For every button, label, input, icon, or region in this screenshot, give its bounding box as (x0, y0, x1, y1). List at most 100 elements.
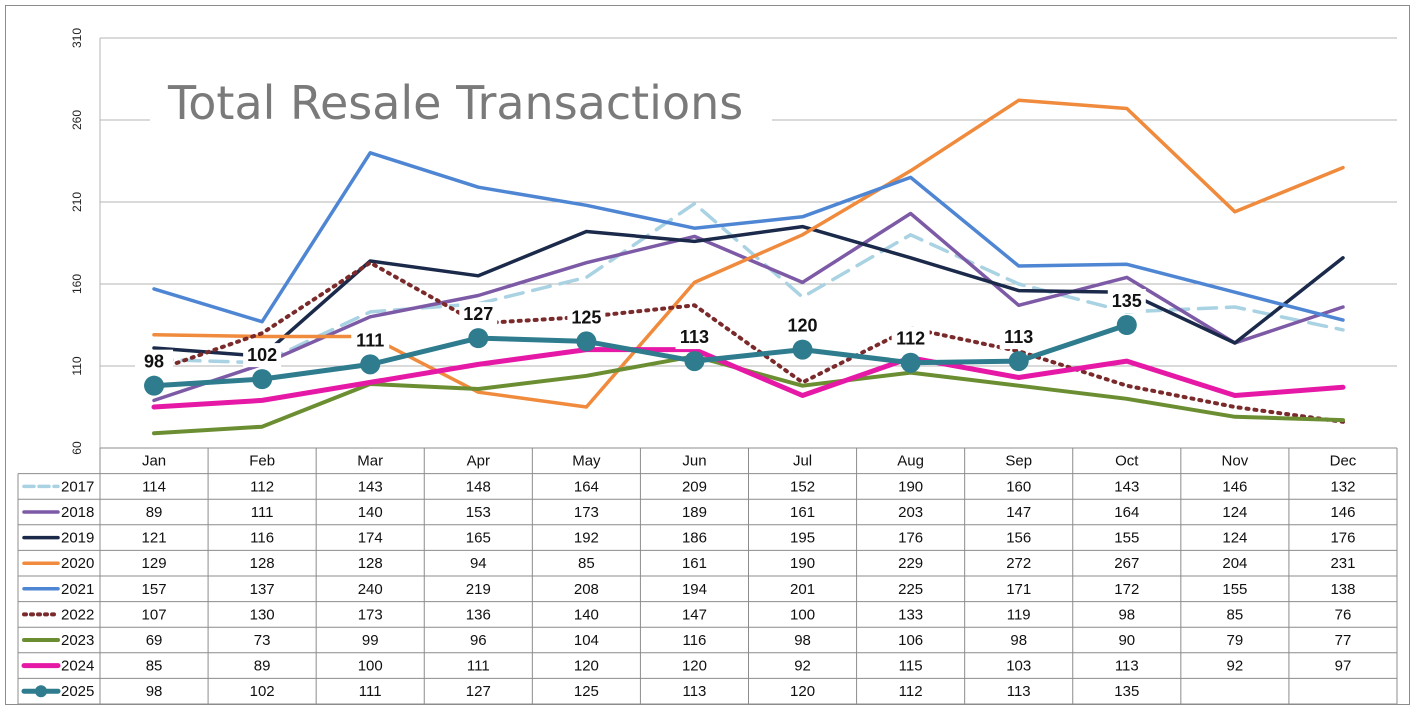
table-cell: 85 (578, 555, 595, 572)
table-cell: 99 (362, 632, 379, 649)
table-cell: 124 (1222, 530, 1247, 547)
y-tick-label: 260 (70, 110, 84, 130)
table-cell: 130 (250, 606, 275, 623)
table-cell: 114 (142, 478, 166, 495)
table-cell: 124 (1222, 504, 1247, 521)
y-tick-label: 310 (70, 28, 84, 48)
table-cell: 140 (358, 504, 383, 521)
table-cell: 219 (466, 581, 491, 598)
table-cell: 155 (1114, 530, 1139, 547)
table-cell: 69 (146, 632, 163, 649)
y-tick-label: 110 (70, 356, 84, 375)
table-cell: 272 (1006, 555, 1031, 572)
table-cell: 111 (467, 658, 490, 675)
table-cell: 113 (682, 683, 706, 700)
legend-label-2019: 2019 (61, 530, 94, 547)
series-line-2024 (151, 347, 1346, 410)
chart-title-group: Total Resale Transactions (150, 72, 772, 132)
table-cell: 140 (574, 606, 599, 623)
table-cell: 190 (790, 555, 815, 572)
table-cell: 115 (899, 658, 923, 675)
table-cell: 111 (359, 683, 382, 700)
data-label-bg (135, 349, 174, 374)
table-cell: 240 (358, 581, 383, 598)
table-cell: 147 (1006, 504, 1031, 521)
table-cell: 231 (1330, 555, 1355, 572)
data-labels: 98 102 111 127 125 113 120 112 113 135 (135, 289, 1146, 374)
series-line-2020 (152, 98, 1345, 409)
data-label-2025: 102 (247, 345, 277, 365)
table-cell: 85 (146, 658, 163, 675)
legend-label-2023: 2023 (61, 632, 94, 649)
y-axis-ticks: 60 110 160 210 260 310 (70, 28, 84, 455)
chart-title: Total Resale Transactions (167, 76, 743, 130)
legend-label-2020: 2020 (61, 555, 94, 572)
series-line-2017 (152, 201, 1345, 365)
data-label-bg (891, 326, 930, 351)
table-cell: 171 (1006, 581, 1031, 598)
table-cell: 192 (574, 530, 599, 547)
table-cell: 267 (1114, 555, 1139, 572)
table-cell: 111 (251, 504, 274, 521)
legend-label-2024: 2024 (61, 658, 94, 675)
category-label: Jun (682, 452, 706, 469)
table-cell: 120 (682, 658, 707, 675)
table-cell: 98 (794, 632, 811, 649)
table-cell: 156 (1006, 530, 1031, 547)
table-cell: 201 (790, 581, 815, 598)
table-cell: 164 (574, 478, 599, 495)
title-background (150, 72, 772, 132)
series-line-2025 (151, 322, 1130, 389)
table-cell: 120 (574, 658, 599, 675)
legend-label-2017: 2017 (61, 478, 94, 495)
table-cell: 176 (898, 530, 923, 547)
table-cell: 77 (1335, 632, 1352, 649)
table-cell: 148 (466, 478, 491, 495)
table-cell: 143 (1114, 478, 1139, 495)
category-label: Apr (467, 452, 490, 469)
table-cell: 208 (574, 581, 599, 598)
data-label-2025: 135 (1112, 291, 1142, 311)
table-cell: 92 (794, 658, 811, 675)
table-cell: 116 (250, 530, 274, 547)
y-tick-label: 210 (70, 192, 84, 212)
table-cell: 157 (142, 581, 167, 598)
table-cell: 173 (358, 606, 383, 623)
point-marker-2025 (900, 352, 921, 373)
table-cell: 147 (682, 606, 707, 623)
table-cell: 120 (790, 683, 815, 700)
table-cell: 146 (1330, 504, 1355, 521)
table-cell: 164 (1114, 504, 1139, 521)
data-table: Jan Feb Mar Apr May Jun Jul Aug Sep Oct Nov Dec2017… (17, 447, 1398, 705)
table-cell: 146 (1222, 478, 1247, 495)
table-cell: 127 (466, 683, 491, 700)
table-cell: 136 (466, 606, 491, 623)
data-label-bg (999, 325, 1038, 350)
y-tick-label: 160 (70, 274, 84, 294)
point-marker-2025 (360, 354, 381, 375)
category-label: Feb (249, 452, 275, 469)
data-label-bg (783, 313, 822, 338)
table-cell: 98 (146, 683, 163, 700)
category-label: May (572, 452, 601, 469)
data-label-2025: 111 (356, 330, 384, 350)
table-cell: 204 (1222, 555, 1247, 572)
category-label: Jul (793, 452, 812, 469)
table-cell: 161 (682, 555, 707, 572)
point-marker-2025 (144, 375, 165, 396)
table-cell: 161 (790, 504, 815, 521)
point-marker-2025 (684, 351, 705, 372)
table-cell: 102 (250, 683, 275, 700)
table-cell: 76 (1335, 606, 1352, 623)
table-cell: 203 (898, 504, 923, 521)
table-cell: 98 (1010, 632, 1027, 649)
table-cell: 79 (1227, 632, 1244, 649)
point-marker-2025 (792, 339, 813, 360)
table-cell: 90 (1118, 632, 1135, 649)
table-cell: 128 (250, 555, 275, 572)
table-cell: 100 (358, 658, 383, 675)
table-cell: 97 (1335, 658, 1352, 675)
data-label-bg (459, 302, 498, 327)
table-cell: 94 (470, 555, 487, 572)
table-cell: 133 (898, 606, 923, 623)
